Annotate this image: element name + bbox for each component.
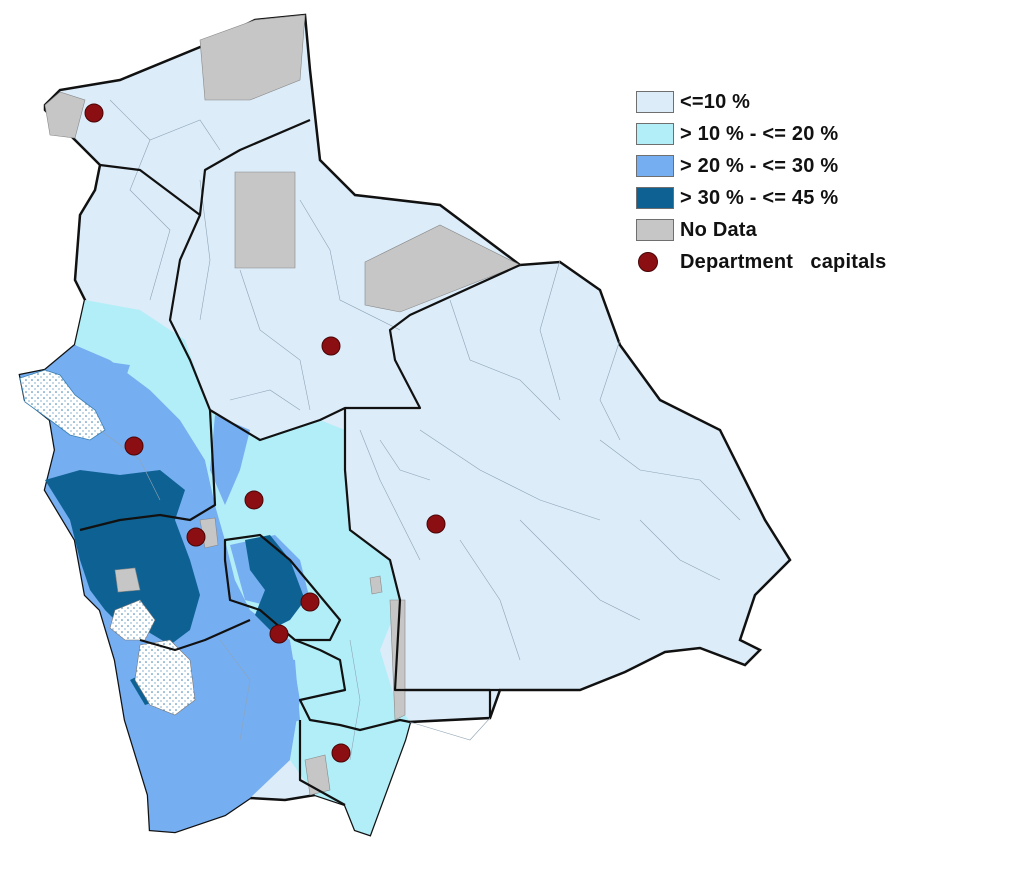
capital-marker xyxy=(269,624,289,644)
capital-marker xyxy=(331,743,351,763)
legend-item-30-45: > 30 % - <= 45 % xyxy=(636,182,966,214)
no-data-central-3 xyxy=(114,567,141,593)
legend: <=10 % > 10 % - <= 20 % > 20 % - <= 30 %… xyxy=(636,86,966,278)
zone-30-45-west xyxy=(45,470,200,645)
capital-symbol xyxy=(636,251,674,273)
legend-label: > 20 % - <= 30 % xyxy=(680,154,839,177)
legend-label: > 30 % - <= 45 % xyxy=(680,186,839,209)
salar-coipasa xyxy=(134,639,196,716)
zone-30-45-central xyxy=(245,535,305,630)
capital-marker xyxy=(300,592,320,612)
swatch-le10 xyxy=(636,91,674,113)
legend-label: > 10 % - <= 20 % xyxy=(680,122,839,145)
no-data-beni-1 xyxy=(234,171,296,269)
legend-item-capitals: Department capitals xyxy=(636,246,966,278)
legend-item-10-20: > 10 % - <= 20 % xyxy=(636,118,966,150)
capital-marker xyxy=(84,103,104,123)
capital-marker xyxy=(124,436,144,456)
capital-marker xyxy=(186,527,206,547)
swatch-30-45 xyxy=(636,187,674,209)
no-data-east xyxy=(369,575,383,595)
capital-marker xyxy=(244,490,264,510)
municipality-lines xyxy=(99,99,741,761)
no-data-north-1 xyxy=(199,14,306,101)
lake-titicaca xyxy=(19,369,106,441)
legend-item-20-30: > 20 % - <= 30 % xyxy=(636,150,966,182)
legend-label: Department capitals xyxy=(680,250,887,273)
zone-20-30-central-d xyxy=(95,360,130,400)
department-boundaries xyxy=(79,118,521,806)
swatch-no-data xyxy=(636,219,674,241)
capital-marker xyxy=(426,514,446,534)
zone-20-30-central-c xyxy=(250,650,300,730)
no-data-north-2 xyxy=(44,91,86,139)
legend-item-le10: <=10 % xyxy=(636,86,966,118)
legend-item-no-data: No Data xyxy=(636,214,966,246)
legend-label: <=10 % xyxy=(680,90,751,113)
zone-20-30-central-a xyxy=(210,415,250,505)
swatch-20-30 xyxy=(636,155,674,177)
salar-uyuni xyxy=(109,599,156,641)
capital-marker xyxy=(321,336,341,356)
no-data-beni-2 xyxy=(364,224,521,313)
department-capitals xyxy=(84,103,446,763)
legend-label: No Data xyxy=(680,218,757,241)
swatch-10-20 xyxy=(636,123,674,145)
